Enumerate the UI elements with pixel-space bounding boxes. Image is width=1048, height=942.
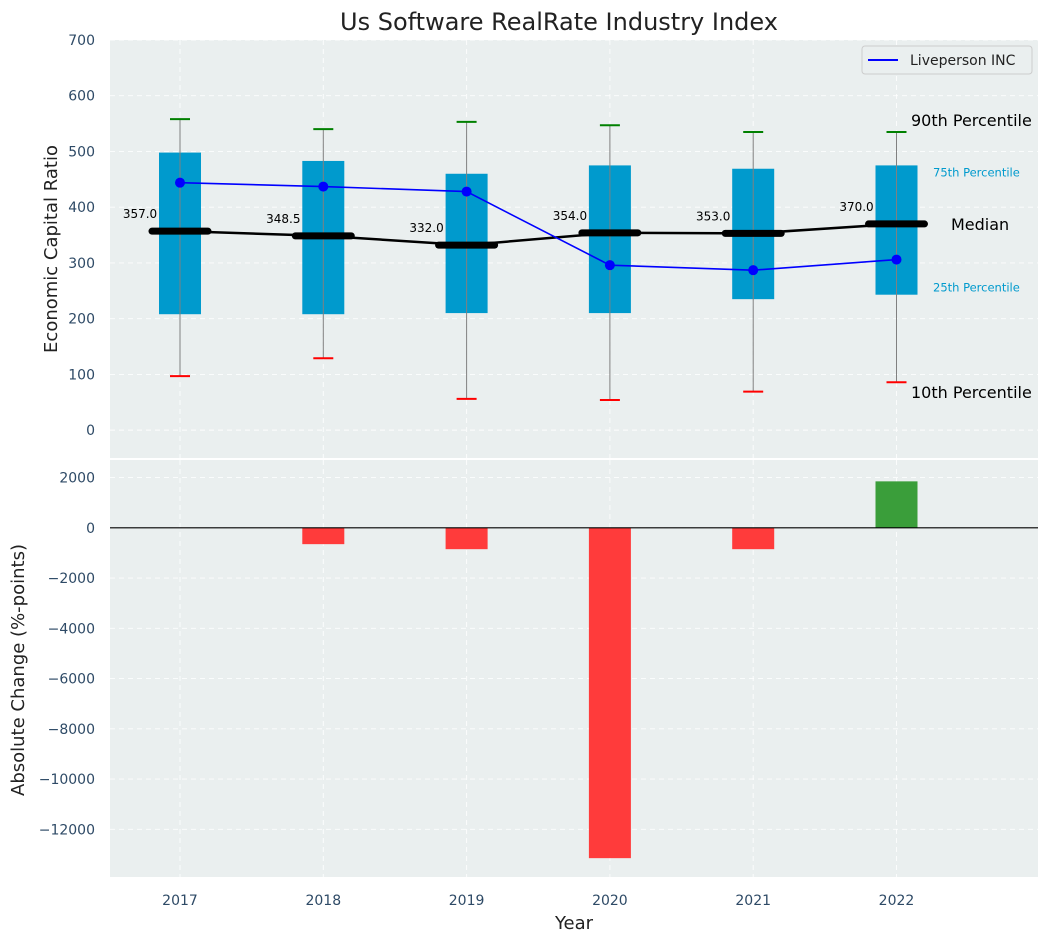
median-value-label-2022: 370.0 bbox=[839, 200, 873, 214]
annotation-median: Median bbox=[951, 215, 1009, 234]
bottom-plot-area bbox=[110, 460, 1038, 877]
bottom-y-tick-label: 0 bbox=[86, 521, 95, 537]
change-bar-2021 bbox=[732, 527, 775, 550]
series-point-2021 bbox=[748, 265, 759, 276]
median-value-label-2017: 357.0 bbox=[123, 207, 157, 221]
top-marks: 357.0 348.5 332.0 354.0 353.0 370.0 90th Perce… bbox=[123, 111, 1032, 402]
annotation-p10: 10th Percentile bbox=[911, 383, 1032, 402]
series-point-2022 bbox=[891, 254, 902, 265]
legend-box bbox=[861, 45, 1033, 75]
change-bar-2022 bbox=[875, 481, 918, 528]
annotation-p75: 75th Percentile bbox=[933, 165, 1020, 179]
top-y-tick-label: 300 bbox=[68, 256, 95, 272]
annotation-p90: 90th Percentile bbox=[911, 111, 1032, 130]
change-bar-2018 bbox=[302, 527, 345, 545]
bottom-y-tick-label: 2000 bbox=[59, 471, 95, 487]
x-tick-label-2018: 2018 bbox=[305, 893, 341, 909]
bottom-y-tick-label: −4000 bbox=[48, 621, 95, 637]
top-y-tick-label: 500 bbox=[68, 144, 95, 160]
series-line-liveperson bbox=[179, 181, 897, 271]
legend: Liveperson INC bbox=[861, 45, 1033, 75]
bottom-y-axis-label: Absolute Change (%-points) bbox=[8, 544, 29, 796]
bottom-y-tick-label: −12000 bbox=[39, 822, 95, 838]
bottom-marks bbox=[110, 481, 1038, 859]
top-y-tick-label: 200 bbox=[68, 312, 95, 328]
x-tick-label-2022: 2022 bbox=[879, 893, 915, 909]
chart-title: Us Software RealRate Industry Index bbox=[340, 8, 778, 36]
legend-label-liveperson: Liveperson INC bbox=[910, 53, 1016, 69]
bottom-y-tick-label: −10000 bbox=[39, 772, 95, 788]
top-y-tick-label: 600 bbox=[68, 89, 95, 105]
median-value-label-2019: 332.0 bbox=[409, 221, 443, 235]
top-y-ticks: 0 100 200 300 400 500 600 700 bbox=[68, 33, 95, 439]
x-ticks: 2017 2018 2019 2020 2021 2022 bbox=[162, 893, 914, 909]
top-y-tick-label: 100 bbox=[68, 367, 95, 383]
series-point-2020 bbox=[604, 260, 615, 271]
top-y-tick-label: 400 bbox=[68, 200, 95, 216]
bottom-y-ticks: 2000 0 −2000 −4000 −6000 −8000 −10000 −12000 bbox=[39, 471, 95, 839]
top-y-tick-label: 700 bbox=[68, 33, 95, 49]
series-point-2018 bbox=[318, 181, 329, 192]
top-y-tick-label: 0 bbox=[86, 423, 95, 439]
series-point-2019 bbox=[461, 186, 472, 197]
annotation-p25: 25th Percentile bbox=[933, 281, 1020, 295]
x-tick-label-2019: 2019 bbox=[449, 893, 485, 909]
top-y-axis-label: Economic Capital Ratio bbox=[41, 145, 62, 353]
median-value-label-2018: 348.5 bbox=[266, 212, 300, 226]
x-tick-label-2021: 2021 bbox=[735, 893, 771, 909]
x-tick-label-2017: 2017 bbox=[162, 893, 198, 909]
median-value-label-2020: 354.0 bbox=[553, 209, 587, 223]
change-bar-2019 bbox=[445, 527, 488, 550]
change-bar-2020 bbox=[588, 527, 631, 859]
x-axis-label: Year bbox=[554, 913, 594, 934]
median-value-label-2021: 353.0 bbox=[696, 209, 730, 223]
bottom-y-tick-label: −2000 bbox=[48, 571, 95, 587]
series-point-2017 bbox=[175, 177, 185, 188]
bottom-y-tick-label: −6000 bbox=[48, 672, 95, 688]
x-tick-label-2020: 2020 bbox=[592, 893, 628, 909]
bottom-y-tick-label: −8000 bbox=[48, 722, 95, 738]
